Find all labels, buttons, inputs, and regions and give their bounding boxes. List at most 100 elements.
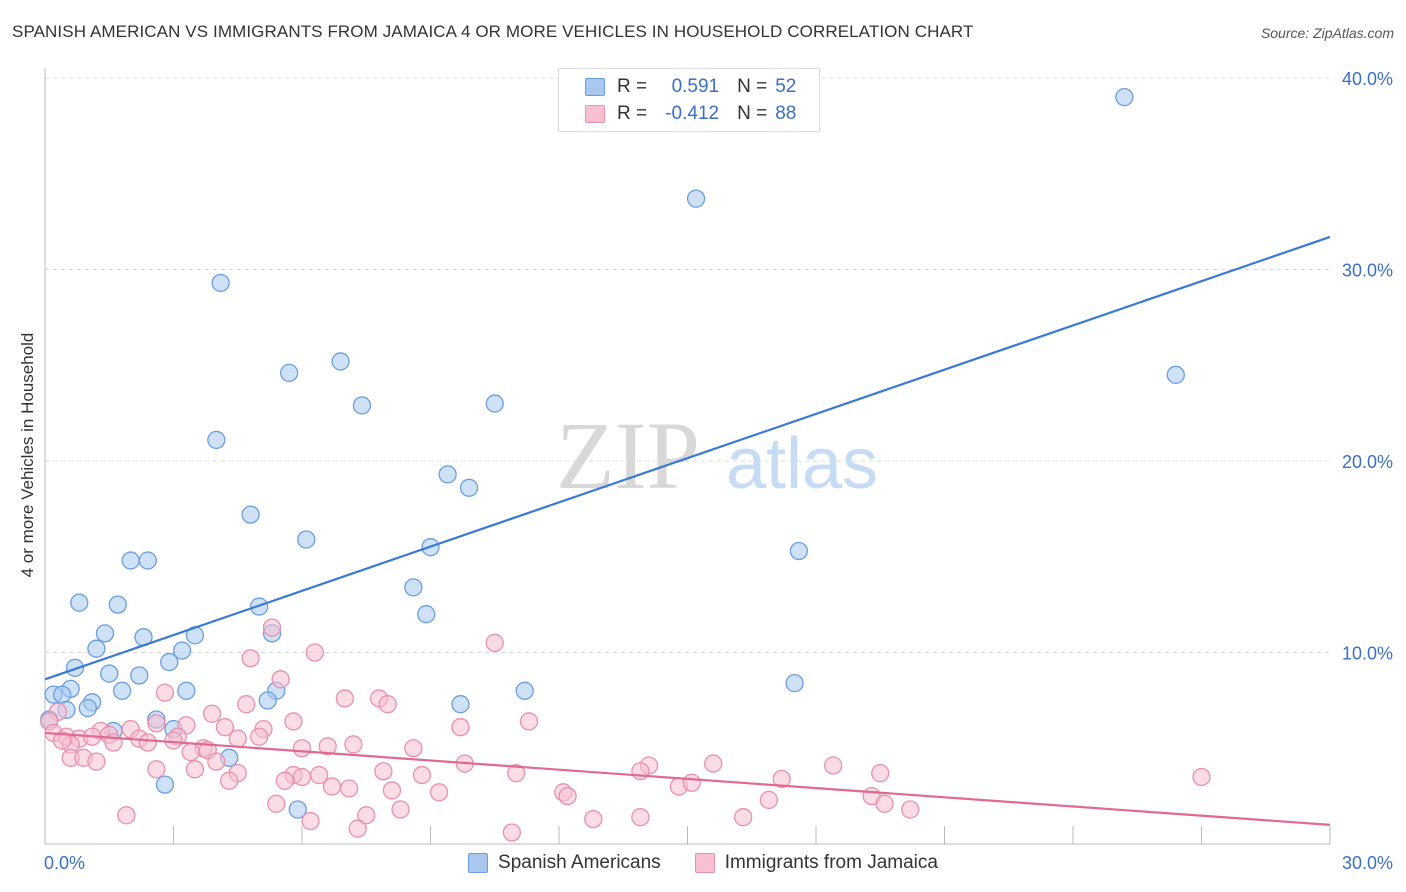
jamaica-immigrant-point [147,714,166,733]
jamaica-immigrant-point [87,752,106,771]
legend-n-value: 52 [775,76,797,97]
jamaica-immigrant-point [871,763,890,783]
jamaica-immigrant-point [155,683,175,702]
jamaica-immigrant-point [147,760,166,779]
jamaica-immigrant-point [429,783,449,802]
spanish-american-point [108,595,127,614]
jamaica-immigrant-point [138,733,157,752]
jamaica-immigrant-point [772,769,791,789]
jamaica-immigrant-point [404,739,423,758]
spanish-american-point [459,478,479,497]
jamaica-immigrant-point [759,790,779,810]
jamaica-immigrant-point [519,712,539,731]
jamaica-immigrant-point [207,752,226,771]
chart-title: SPANISH AMERICAN VS IMMIGRANTS FROM JAMA… [12,22,974,41]
legend-r-value: -0.412 [665,103,720,124]
spanish-american-point [95,624,115,643]
jamaica-immigrant-point [391,800,410,819]
bottom-legend-item-jamaica: Immigrants from Jamaica [694,852,938,874]
jamaica-immigrant-point [485,633,504,653]
jamaica-immigrant-point [412,765,432,785]
spanish-american-point [352,396,372,415]
bottom-legend-label: Spanish Americans [498,852,661,873]
jamaica-immigrant-point [339,779,359,798]
jamaica-immigrant-point [220,771,239,790]
jamaica-immigrant-point [502,823,522,842]
jamaica-immigrant-point [250,727,269,746]
jamaica-immigrant-point [292,739,312,758]
spanish-american-point [155,775,175,794]
jamaica-immigrant-point [631,762,650,781]
jamaica-immigrant-point [292,767,312,787]
jamaica-immigrant-point [357,806,376,825]
jamaica-immigrant-point [117,806,136,825]
data-points [40,88,1211,842]
spanish-american-point [138,551,157,570]
trend-lines [44,235,1331,826]
jamaica-immigrant-point [322,777,342,796]
jamaica-immigrant-point [275,771,295,790]
jamaica-immigrant-point [631,808,650,827]
spanish-american-point [207,430,226,450]
jamaica-immigrant-point [241,649,260,668]
watermark: ZIP atlas [556,402,878,509]
spanish-american-point [1166,365,1185,384]
jamaica-immigrant-point [901,800,920,819]
jamaica-immigrant-point [704,754,723,773]
spanish-american-point [258,691,277,710]
bottom-legend-label: Immigrants from Jamaica [724,852,938,873]
spanish-american-point [160,652,179,672]
grid-lines [45,77,1330,653]
spanish-american-point [1115,88,1134,107]
jamaica-immigrant-point [348,819,367,838]
spanish-american-point [789,541,809,561]
legend-n-label: N = [737,103,768,124]
spanish-american-point [87,639,106,658]
spanish-american-point [78,698,97,718]
y-tick-label: 20.0% [1342,452,1393,472]
jamaica-immigrant-point [734,808,753,827]
spanish-american-point [785,673,804,693]
jamaica-immigrant-point [374,762,393,781]
spanish-american-point [297,530,316,549]
spanish-american-point [404,578,423,597]
y-tick-label: 10.0% [1342,644,1393,664]
spanish-american-point [130,666,149,685]
spanish-american-point [438,465,457,484]
jamaica-immigrant-point [507,763,526,783]
spanish-american-point [241,505,260,524]
jamaica-immigrant-point [318,737,337,756]
legend-r-value: 0.591 [671,76,720,97]
spanish-american-point [100,664,119,683]
y-tick-label: 30.0% [1342,261,1393,281]
spanish-american-trend-line [44,235,1331,681]
jamaica-immigrant-point [335,689,354,708]
spanish-american-point [65,658,85,677]
jamaica-immigrant-point [271,670,290,689]
jamaica-immigrant-point [202,704,222,723]
spanish-american-point [121,551,140,570]
jamaica-immigrant-point [382,781,402,800]
jamaica-immigrant-point [558,786,577,806]
tick-labels: 10.0% 20.0% 30.0% 40.0% 0.0% 30.0% [44,69,1393,873]
watermark-zip: ZIP [556,402,700,509]
jamaica-immigrant-point [164,731,183,750]
jamaica-immigrant-point [228,729,247,748]
legend-row-jamaica: R = -0.412 N = 88 [585,102,796,126]
spanish-american-point [279,363,299,383]
jamaica-immigrant-point [451,718,470,737]
jamaica-immigrant-point [52,731,72,750]
x-tick-label: 30.0% [1342,853,1393,873]
bottom-legend-swatch-pink [694,853,715,873]
y-axis-label: 4 or more Vehicles in Household [18,332,37,578]
jamaica-immigrant-point [181,742,200,762]
spanish-american-point [52,685,72,704]
jamaica-immigrant-point [215,718,235,737]
x-tick-label: 0.0% [44,853,85,873]
jamaica-immigrant-point [378,695,397,714]
jamaica-immigrant-point [185,760,205,779]
spanish-american-point [70,593,89,612]
jamaica-immigrant-point [682,773,701,792]
spanish-american-point [417,605,436,624]
